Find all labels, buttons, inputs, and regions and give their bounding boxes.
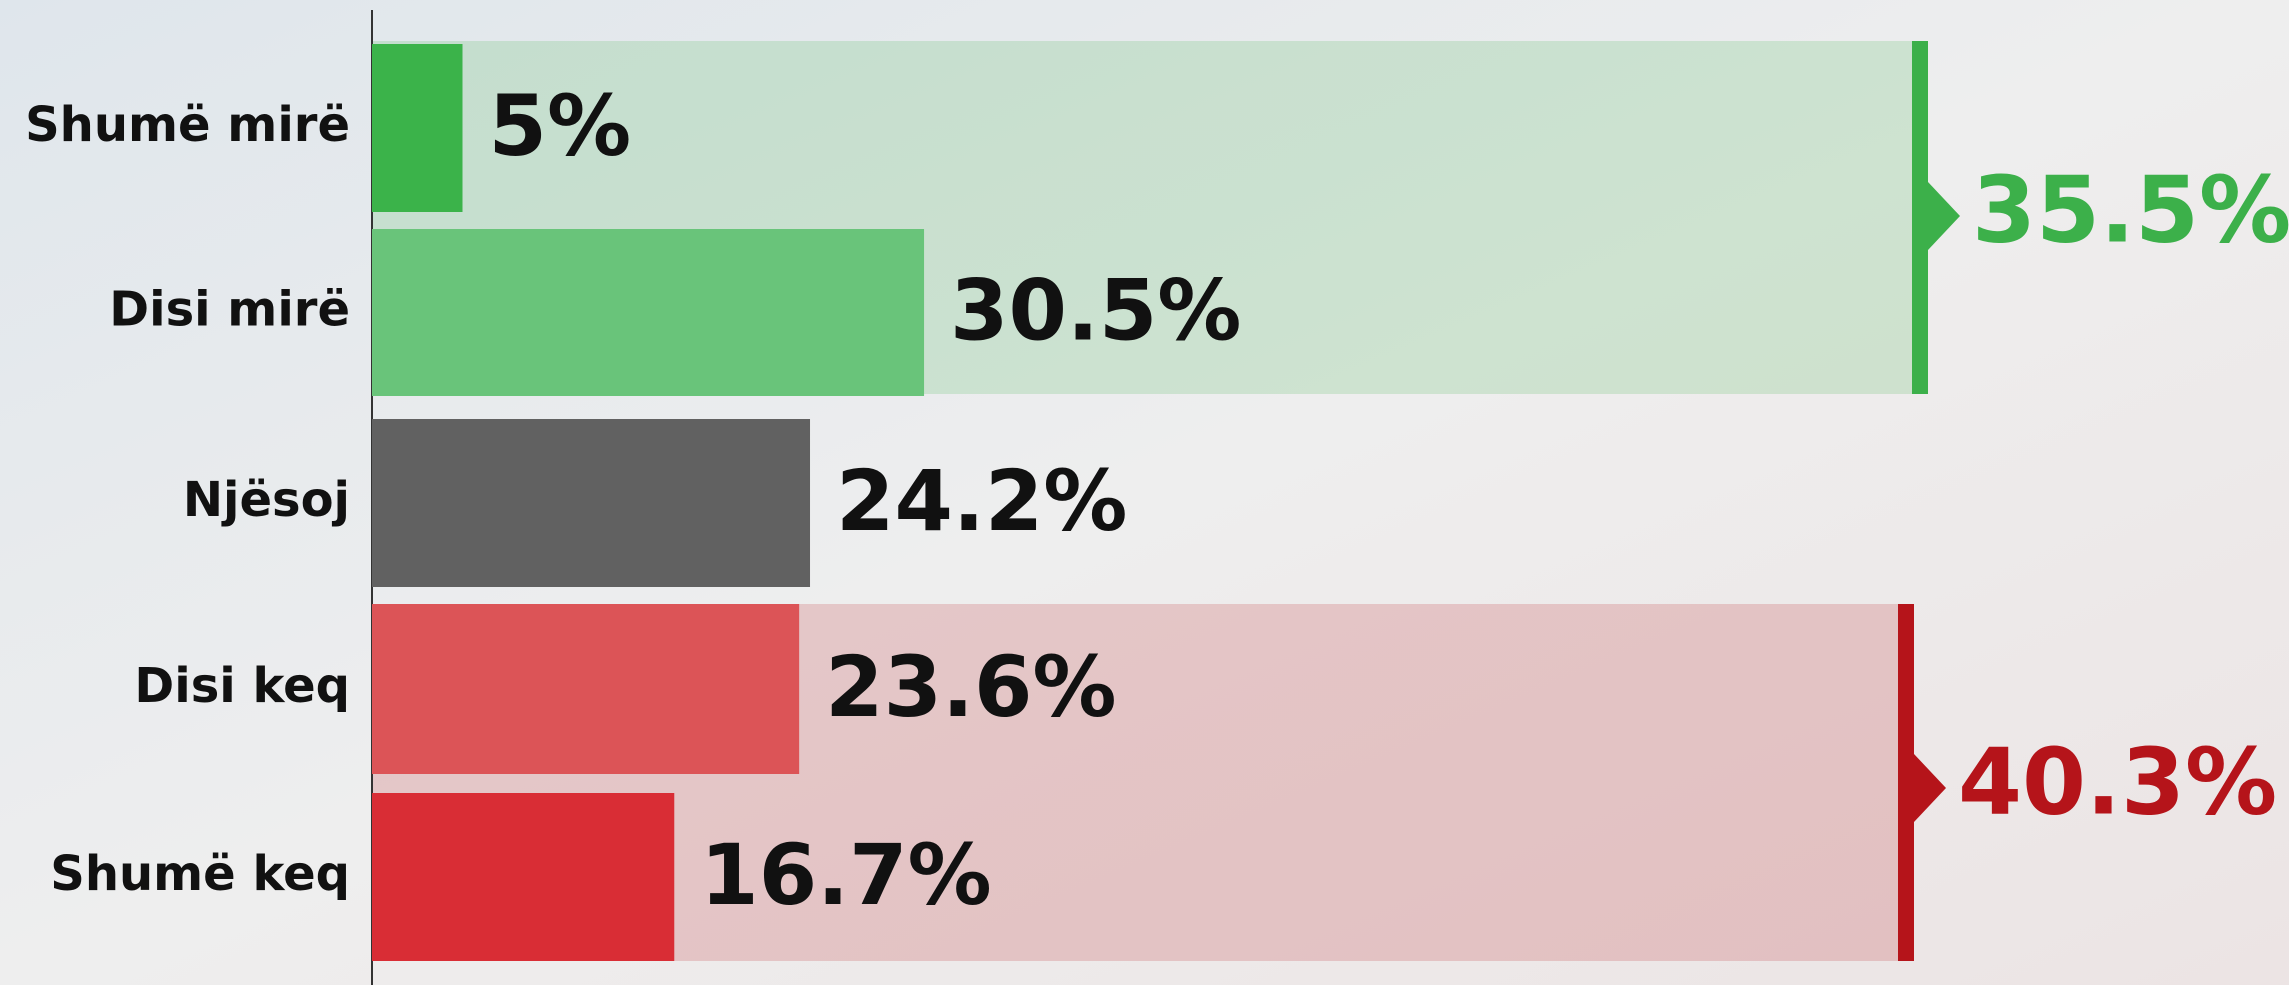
category-label: Disi keq (134, 658, 350, 714)
category-label: Disi mirë (109, 282, 350, 338)
bar (372, 44, 463, 212)
bar (372, 604, 800, 774)
group-pointer (1928, 182, 1960, 250)
bar (372, 793, 675, 961)
bar (372, 419, 811, 587)
group-pointer (1914, 754, 1946, 822)
value-label: 24.2% (836, 452, 1127, 550)
group-bracket (1912, 41, 1928, 394)
value-label: 5% (489, 77, 632, 175)
bar (372, 229, 925, 396)
category-label: Shumë keq (50, 846, 350, 902)
value-label: 16.7% (700, 826, 991, 924)
group-total-label: 35.5% (1972, 156, 2289, 263)
group-total-label: 40.3% (1958, 728, 2277, 835)
category-label: Shumë mirë (25, 97, 350, 153)
category-label: Njësoj (183, 472, 350, 528)
value-label: 23.6% (825, 638, 1116, 736)
value-label: 30.5% (950, 261, 1241, 359)
group-bracket (1898, 604, 1914, 961)
